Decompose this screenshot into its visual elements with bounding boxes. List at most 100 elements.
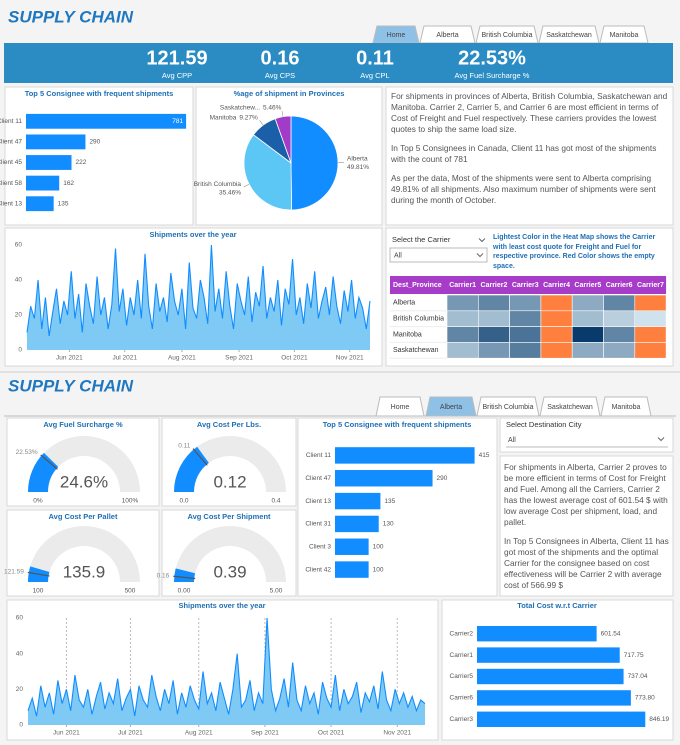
heatmap-cell: [446, 342, 479, 359]
heatmap-cell: [603, 294, 636, 312]
tab-label[interactable]: Manitoba: [612, 404, 641, 411]
tab-label[interactable]: British Columbia: [482, 32, 533, 39]
heatmap-cell: [509, 326, 542, 343]
x-tick-label: Aug 2021: [168, 355, 196, 362]
tab-label[interactable]: Saskatchewan: [546, 32, 592, 39]
category-label: Carrier2: [450, 630, 474, 637]
y-tick-label: 0: [18, 347, 22, 354]
category-label: Client 47: [305, 475, 331, 482]
heatmap-cell: [477, 294, 510, 312]
slice-label: British Columbia: [194, 181, 242, 188]
tab-label[interactable]: Alberta: [440, 404, 462, 411]
category-label: Client 45: [0, 159, 22, 166]
gauge-track: [28, 436, 140, 492]
bar: [335, 470, 433, 487]
insights-top: For shipments in provinces of Alberta, B…: [391, 91, 669, 214]
tab-label[interactable]: Home: [387, 32, 406, 39]
leader-line: [281, 110, 284, 117]
bar: [335, 515, 379, 533]
kpi-value: 0.16: [261, 47, 300, 69]
pie-slice: [243, 134, 292, 211]
area: [27, 245, 370, 350]
bar: [477, 668, 624, 685]
category-label: Client 11: [306, 452, 332, 459]
data-label: 100: [373, 543, 384, 550]
x-tick-label: Nov 2021: [383, 730, 411, 737]
y-tick-label: 40: [16, 650, 24, 657]
heatmap-cell: [477, 342, 510, 359]
heatmap-note: Lightest Color in the Heat Map shows the…: [493, 234, 656, 270]
chart-title: Top 5 Consignee with frequent shipments: [25, 89, 174, 98]
insight: For shipments in Alberta, Carrier 2 prov…: [504, 462, 668, 527]
tab-label[interactable]: Home: [391, 404, 410, 411]
data-label: 773.80: [635, 695, 655, 702]
chart-title: Total Cost w.r.t Carrier: [517, 601, 597, 610]
gauge-range-label: 0.4: [271, 498, 280, 505]
category-label: Client 42: [305, 566, 331, 573]
gauge-range-label: 0.0: [179, 498, 188, 505]
x-tick-label: Nov 2021: [336, 355, 364, 362]
x-tick-label: Jun 2021: [56, 355, 83, 362]
heatmap-cell: [540, 326, 573, 343]
page-title: SUPPLY CHAIN: [8, 7, 134, 26]
bar: [335, 561, 369, 578]
heatmap-cell: [571, 310, 604, 327]
heatmap-cell: [603, 342, 636, 359]
data-label: 222: [76, 159, 87, 166]
data-label: 601.54: [601, 630, 621, 637]
gauge-fill: [174, 568, 196, 582]
dropdown-value[interactable]: All: [394, 252, 402, 259]
tab-label[interactable]: Manitoba: [610, 32, 639, 39]
chart-title: Avg Fuel Surcharge %: [43, 420, 123, 429]
category-label: Carrier3: [450, 716, 474, 723]
kpi-value: 0.11: [356, 47, 394, 69]
heatmap-cell: [634, 342, 667, 359]
heatmap-cell: [446, 326, 479, 343]
x-tick-label: Jun 2021: [53, 730, 80, 737]
category-label: Client 3: [309, 543, 331, 550]
chart-title: Avg Cost Per Lbs.: [197, 420, 261, 429]
target-label: 121.59: [4, 568, 24, 575]
heatmap-cell: [603, 326, 636, 343]
tab-label[interactable]: Saskatchewan: [547, 404, 593, 411]
gauge-range-label: 0.00: [178, 588, 191, 595]
dropdown-value[interactable]: All: [508, 437, 516, 444]
data-label: 737.04: [628, 673, 648, 680]
heatmap-cell: [571, 294, 604, 312]
filter-label: Select the Carrier: [392, 235, 451, 244]
heatmap-cell: [634, 326, 667, 343]
gauge-target: [192, 448, 208, 466]
gauge-range-label: 100: [33, 588, 44, 595]
insight: In Top 5 Consignees in Canada, Client 11…: [391, 143, 657, 164]
gauge-value: 135.9: [63, 562, 106, 581]
category-label: Carrier6: [450, 695, 474, 702]
data-label: 135: [58, 200, 69, 207]
category-label: Client 31: [305, 521, 331, 528]
tab-label[interactable]: British Columbia: [483, 404, 534, 411]
kpi-value: 121.59: [146, 47, 207, 69]
heatmap-cell: [540, 342, 573, 359]
heatmap-cell: [571, 326, 604, 343]
line: [27, 617, 426, 717]
heatmap-cell: [446, 310, 479, 327]
heatmap-cell: [634, 310, 667, 327]
chevron[interactable]: [476, 253, 484, 258]
data-label: 781: [172, 118, 183, 125]
heatmap-cell: [477, 310, 510, 327]
tab-label[interactable]: Alberta: [436, 32, 458, 39]
kpi-band: [4, 43, 673, 83]
chevron[interactable]: [657, 437, 665, 442]
dropdown[interactable]: [389, 247, 488, 263]
y-tick-label: 60: [16, 615, 24, 622]
category-label: Client 47: [0, 139, 22, 146]
x-tick-label: Jul 2021: [118, 730, 143, 737]
gauge-value: 0.12: [213, 472, 246, 491]
gauge-range-label: 5.00: [270, 588, 283, 595]
panel: [499, 417, 674, 453]
slice-value: 9.27%: [239, 115, 258, 122]
leader-line: [243, 183, 250, 188]
chart-title: Top 5 Consignee with frequent shipments: [323, 420, 472, 429]
insight: For shipments in provinces of Alberta, B…: [391, 91, 668, 134]
chevron[interactable]: [478, 238, 486, 243]
